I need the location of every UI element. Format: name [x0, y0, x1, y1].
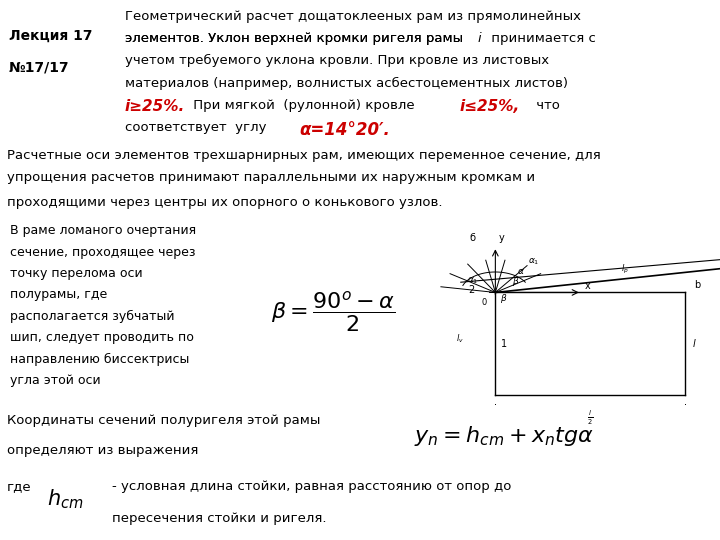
Text: $h_{cm}$: $h_{cm}$ [47, 488, 84, 511]
Text: соответствует  углу: соответствует углу [125, 121, 271, 134]
Text: определяют из выражения: определяют из выражения [7, 443, 199, 456]
Text: где: где [7, 480, 32, 493]
Text: располагается зубчатый: располагается зубчатый [10, 310, 175, 323]
Text: i≤25%,: i≤25%, [459, 99, 520, 114]
Text: 1: 1 [500, 339, 507, 349]
Text: Координаты сечений полуригеля этой рамы: Координаты сечений полуригеля этой рамы [7, 414, 320, 427]
Text: б: б [469, 233, 476, 244]
Text: i: i [477, 32, 481, 45]
Text: $\frac{l}{2}$: $\frac{l}{2}$ [588, 409, 593, 427]
Text: Расчетные оси элементов трехшарнирных рам, имеющих переменное сечение, для: Расчетные оси элементов трехшарнирных ра… [7, 148, 601, 161]
Text: $\beta$: $\beta$ [513, 275, 520, 288]
Text: $l_p$: $l_p$ [621, 263, 629, 276]
Text: учетом требуемого уклона кровли. При кровле из листовых: учетом требуемого уклона кровли. При кро… [125, 55, 549, 68]
Text: Геометрический расчет дощатоклееных рам из прямолинейных: Геометрический расчет дощатоклееных рам … [125, 10, 581, 23]
Text: проходящими через центры их опорного о конькового узлов.: проходящими через центры их опорного о к… [7, 195, 443, 209]
Text: y: y [499, 233, 505, 244]
Text: №17/17: №17/17 [9, 60, 69, 74]
Text: - условная длина стойки, равная расстоянию от опор до: - условная длина стойки, равная расстоян… [112, 480, 511, 493]
Text: элементов. Уклон верхней кромки ригеля рамы: элементов. Уклон верхней кромки ригеля р… [125, 32, 467, 45]
Text: $\beta = \dfrac{90^o - \alpha}{2}$: $\beta = \dfrac{90^o - \alpha}{2}$ [271, 289, 395, 334]
Text: упрощения расчетов принимают параллельными их наружным кромкам и: упрощения расчетов принимают параллельны… [7, 172, 536, 185]
Text: полурамы, где: полурамы, где [10, 288, 107, 301]
Text: сечение, проходящее через: сечение, проходящее через [10, 246, 196, 259]
Text: элементов. Уклон верхней кромки ригеля рамы: элементов. Уклон верхней кромки ригеля р… [125, 32, 467, 45]
Text: пересечения стойки и ригеля.: пересечения стойки и ригеля. [112, 512, 326, 525]
Text: l: l [693, 339, 695, 349]
Text: i≥25%.: i≥25%. [125, 99, 185, 114]
Text: 0: 0 [482, 298, 487, 307]
Text: При мягкой  (рулонной) кровле: При мягкой (рулонной) кровле [189, 99, 419, 112]
Text: принимается с: принимается с [487, 32, 595, 45]
Text: $\beta$: $\beta$ [500, 292, 508, 305]
Text: материалов (например, волнистых асбестоцементных листов): материалов (например, волнистых асбестоц… [125, 77, 568, 90]
Text: b: b [694, 280, 701, 291]
Text: направлению биссектрисы: направлению биссектрисы [10, 353, 189, 366]
Text: что: что [531, 99, 559, 112]
Text: $y_n = h_{cm} + x_n tg\alpha$: $y_n = h_{cm} + x_n tg\alpha$ [414, 424, 594, 448]
Text: $l_v$: $l_v$ [456, 332, 464, 345]
Text: точку перелома оси: точку перелома оси [10, 267, 143, 280]
Text: шип, следует проводить по: шип, следует проводить по [10, 331, 194, 344]
Text: $\alpha$: $\alpha$ [518, 267, 525, 276]
Text: угла этой оси: угла этой оси [10, 374, 101, 387]
Text: В раме ломаного очертания: В раме ломаного очертания [10, 224, 197, 237]
Text: 2: 2 [469, 286, 474, 295]
Text: Лекция 17: Лекция 17 [9, 29, 92, 43]
Text: α=14°20′.: α=14°20′. [300, 121, 391, 139]
Text: $\alpha_1$: $\alpha_1$ [467, 275, 478, 286]
Text: x: x [585, 281, 591, 292]
Text: $\alpha_1$: $\alpha_1$ [528, 257, 539, 267]
